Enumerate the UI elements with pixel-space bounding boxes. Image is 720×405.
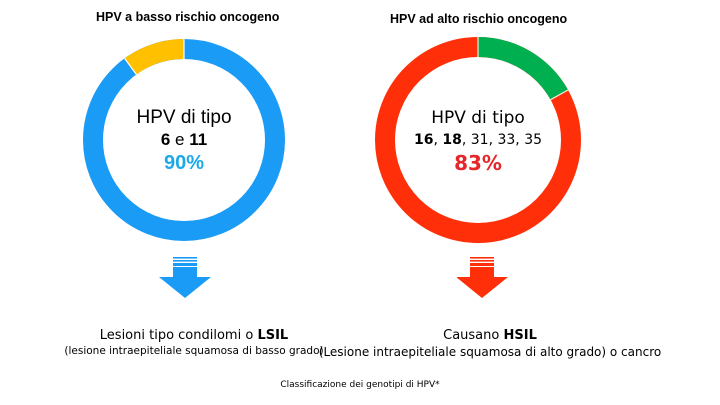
- right-caption-hsil: HSIL: [503, 328, 537, 343]
- left-down-arrow-icon: [159, 257, 211, 298]
- right-type-separator: ,: [433, 132, 443, 148]
- left-center-percent: 90%: [163, 152, 205, 174]
- footer-caption: Classificazione dei genotipi di HPV*: [280, 380, 440, 390]
- left-type-11: 11: [189, 130, 208, 149]
- right-center-types: 16, 18, 31, 33, 35: [408, 129, 548, 151]
- right-down-arrow-icon: [457, 257, 508, 298]
- right-donut-center-label: HPV di tipo 16, 18, 31, 33, 35 83%: [408, 107, 548, 175]
- left-caption-prefix: Lesioni tipo condilomi o: [99, 328, 258, 343]
- left-center-heading: HPV di tipo: [136, 107, 232, 128]
- right-caption: Causano HSIL (Lesione intraepiteliale sq…: [300, 327, 680, 361]
- left-caption-lsil: LSIL: [257, 328, 289, 343]
- left-donut-minor-segment: [124, 39, 185, 75]
- right-type-16: 16: [413, 132, 434, 148]
- left-caption: Lesioni tipo condilomi o LSIL (lesione i…: [34, 327, 354, 359]
- left-center-types: 6 e 11: [124, 129, 244, 151]
- left-caption-line1: Lesioni tipo condilomi o LSIL: [34, 327, 354, 344]
- left-donut-center-label: HPV di tipo 6 e 11 90%: [124, 107, 244, 175]
- right-caption-prefix: Causano: [443, 328, 504, 343]
- right-caption-line1: Causano HSIL: [300, 327, 680, 344]
- right-center-percent: 83%: [454, 151, 502, 175]
- left-type-6: 6: [160, 130, 171, 149]
- right-center-heading: HPV di tipo: [431, 108, 525, 128]
- right-chart-title: HPV ad alto rischio oncogeno: [390, 12, 568, 26]
- left-chart-title: HPV a basso rischio oncogeno: [96, 10, 280, 24]
- right-type-18: 18: [442, 132, 462, 148]
- right-types-rest: , 31, 33, 35: [461, 132, 543, 148]
- right-donut-minor-segment: [477, 37, 569, 101]
- left-caption-line2: (lesione intraepiteliale squamosa di bas…: [64, 345, 324, 357]
- left-type-separator: e: [170, 130, 190, 149]
- right-caption-line2: (Lesione intraepiteliale squamosa di alt…: [318, 345, 662, 359]
